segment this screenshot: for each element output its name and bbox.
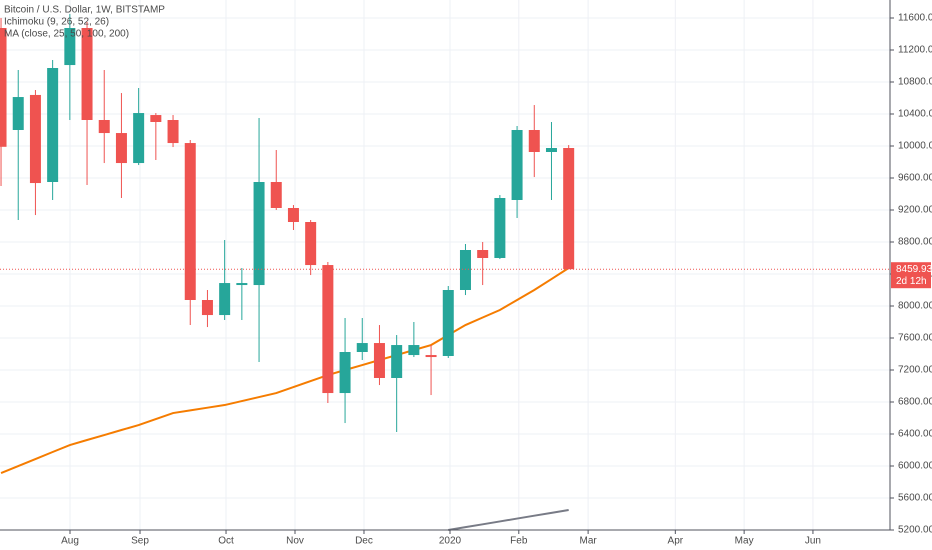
candle-body <box>425 355 437 358</box>
candle-body <box>563 148 575 270</box>
y-tick-label: 6800.00 <box>898 397 932 408</box>
candle-body <box>459 250 471 290</box>
candle-body <box>184 143 196 300</box>
y-tick-label: 5200.00 <box>898 525 932 536</box>
candle-body <box>236 283 248 286</box>
axes: 5200.00 5600.00 6000.00 6400.00 6800.00 7200.… <box>61 13 932 547</box>
x-tick-label: May <box>735 536 754 547</box>
candle-body <box>339 352 351 394</box>
candle-body <box>29 94 41 184</box>
last-price-box <box>891 262 931 289</box>
candle-body <box>201 300 213 316</box>
candle-body <box>494 198 506 258</box>
x-tick-label: Aug <box>61 536 79 547</box>
legend-item: Ichimoku (9, 26, 52, 26) <box>4 17 109 28</box>
candle-body <box>408 345 420 356</box>
candle-body <box>287 208 299 222</box>
candle-body <box>305 222 317 266</box>
x-tick-label: Feb <box>510 536 528 547</box>
x-tick-label: Jun <box>805 536 821 547</box>
candle-body <box>477 250 489 258</box>
y-tick-label: 9600.00 <box>898 173 932 184</box>
candle-body <box>356 343 368 352</box>
candle-body <box>12 97 24 130</box>
chart-title: Bitcoin / U.S. Dollar, 1W, BITSTAMP <box>4 5 165 16</box>
candle-body <box>0 28 7 147</box>
countdown-label: 2d 12h <box>896 276 927 287</box>
y-tick-label: 10800.00 <box>898 77 932 88</box>
candle-body <box>47 68 59 182</box>
y-tick-label: 5600.00 <box>898 493 932 504</box>
candle-body <box>133 113 145 164</box>
candle-body <box>81 28 93 120</box>
candle-body <box>270 182 282 208</box>
y-tick-label: 6000.00 <box>898 461 932 472</box>
y-tick-label: 7200.00 <box>898 365 932 376</box>
x-tick-label: Nov <box>286 536 304 547</box>
x-tick-label: Mar <box>579 536 597 547</box>
candle-body <box>98 120 110 134</box>
candle-body <box>391 345 403 378</box>
ma-line <box>448 509 569 531</box>
candle-body <box>442 290 454 356</box>
y-tick-label: 11600.00 <box>898 13 932 24</box>
y-tick-label: 9200.00 <box>898 205 932 216</box>
ma-line <box>0 267 570 474</box>
legend-item: MA (close, 25, 50, 100, 200) <box>4 29 129 40</box>
last-price-label: 8459.93 <box>896 264 932 275</box>
candle-body <box>64 28 76 66</box>
candle-body <box>219 283 231 316</box>
y-tick-label: 8000.00 <box>898 301 932 312</box>
y-tick-label: 11200.00 <box>898 45 932 56</box>
candle-body <box>545 148 557 152</box>
y-tick-label: 7600.00 <box>898 333 932 344</box>
candle-body <box>511 130 523 200</box>
x-tick-label: Sep <box>131 536 149 547</box>
candle-body <box>167 120 179 144</box>
x-tick-label: Apr <box>668 536 684 547</box>
y-tick-label: 8800.00 <box>898 237 932 248</box>
grid <box>0 0 890 531</box>
candle-body <box>150 115 162 122</box>
x-tick-label: 2020 <box>439 536 462 547</box>
y-tick-label: 10400.00 <box>898 109 932 120</box>
candle-body <box>253 182 265 286</box>
x-tick-label: Oct <box>218 536 234 547</box>
y-tick-label: 6400.00 <box>898 429 932 440</box>
candle-body <box>373 343 385 378</box>
y-tick-label: 10000.00 <box>898 141 932 152</box>
candle-body <box>322 265 334 394</box>
candle-body <box>115 133 127 164</box>
candle-body <box>528 130 540 152</box>
x-tick-label: Dec <box>355 536 373 547</box>
marks <box>0 14 890 531</box>
